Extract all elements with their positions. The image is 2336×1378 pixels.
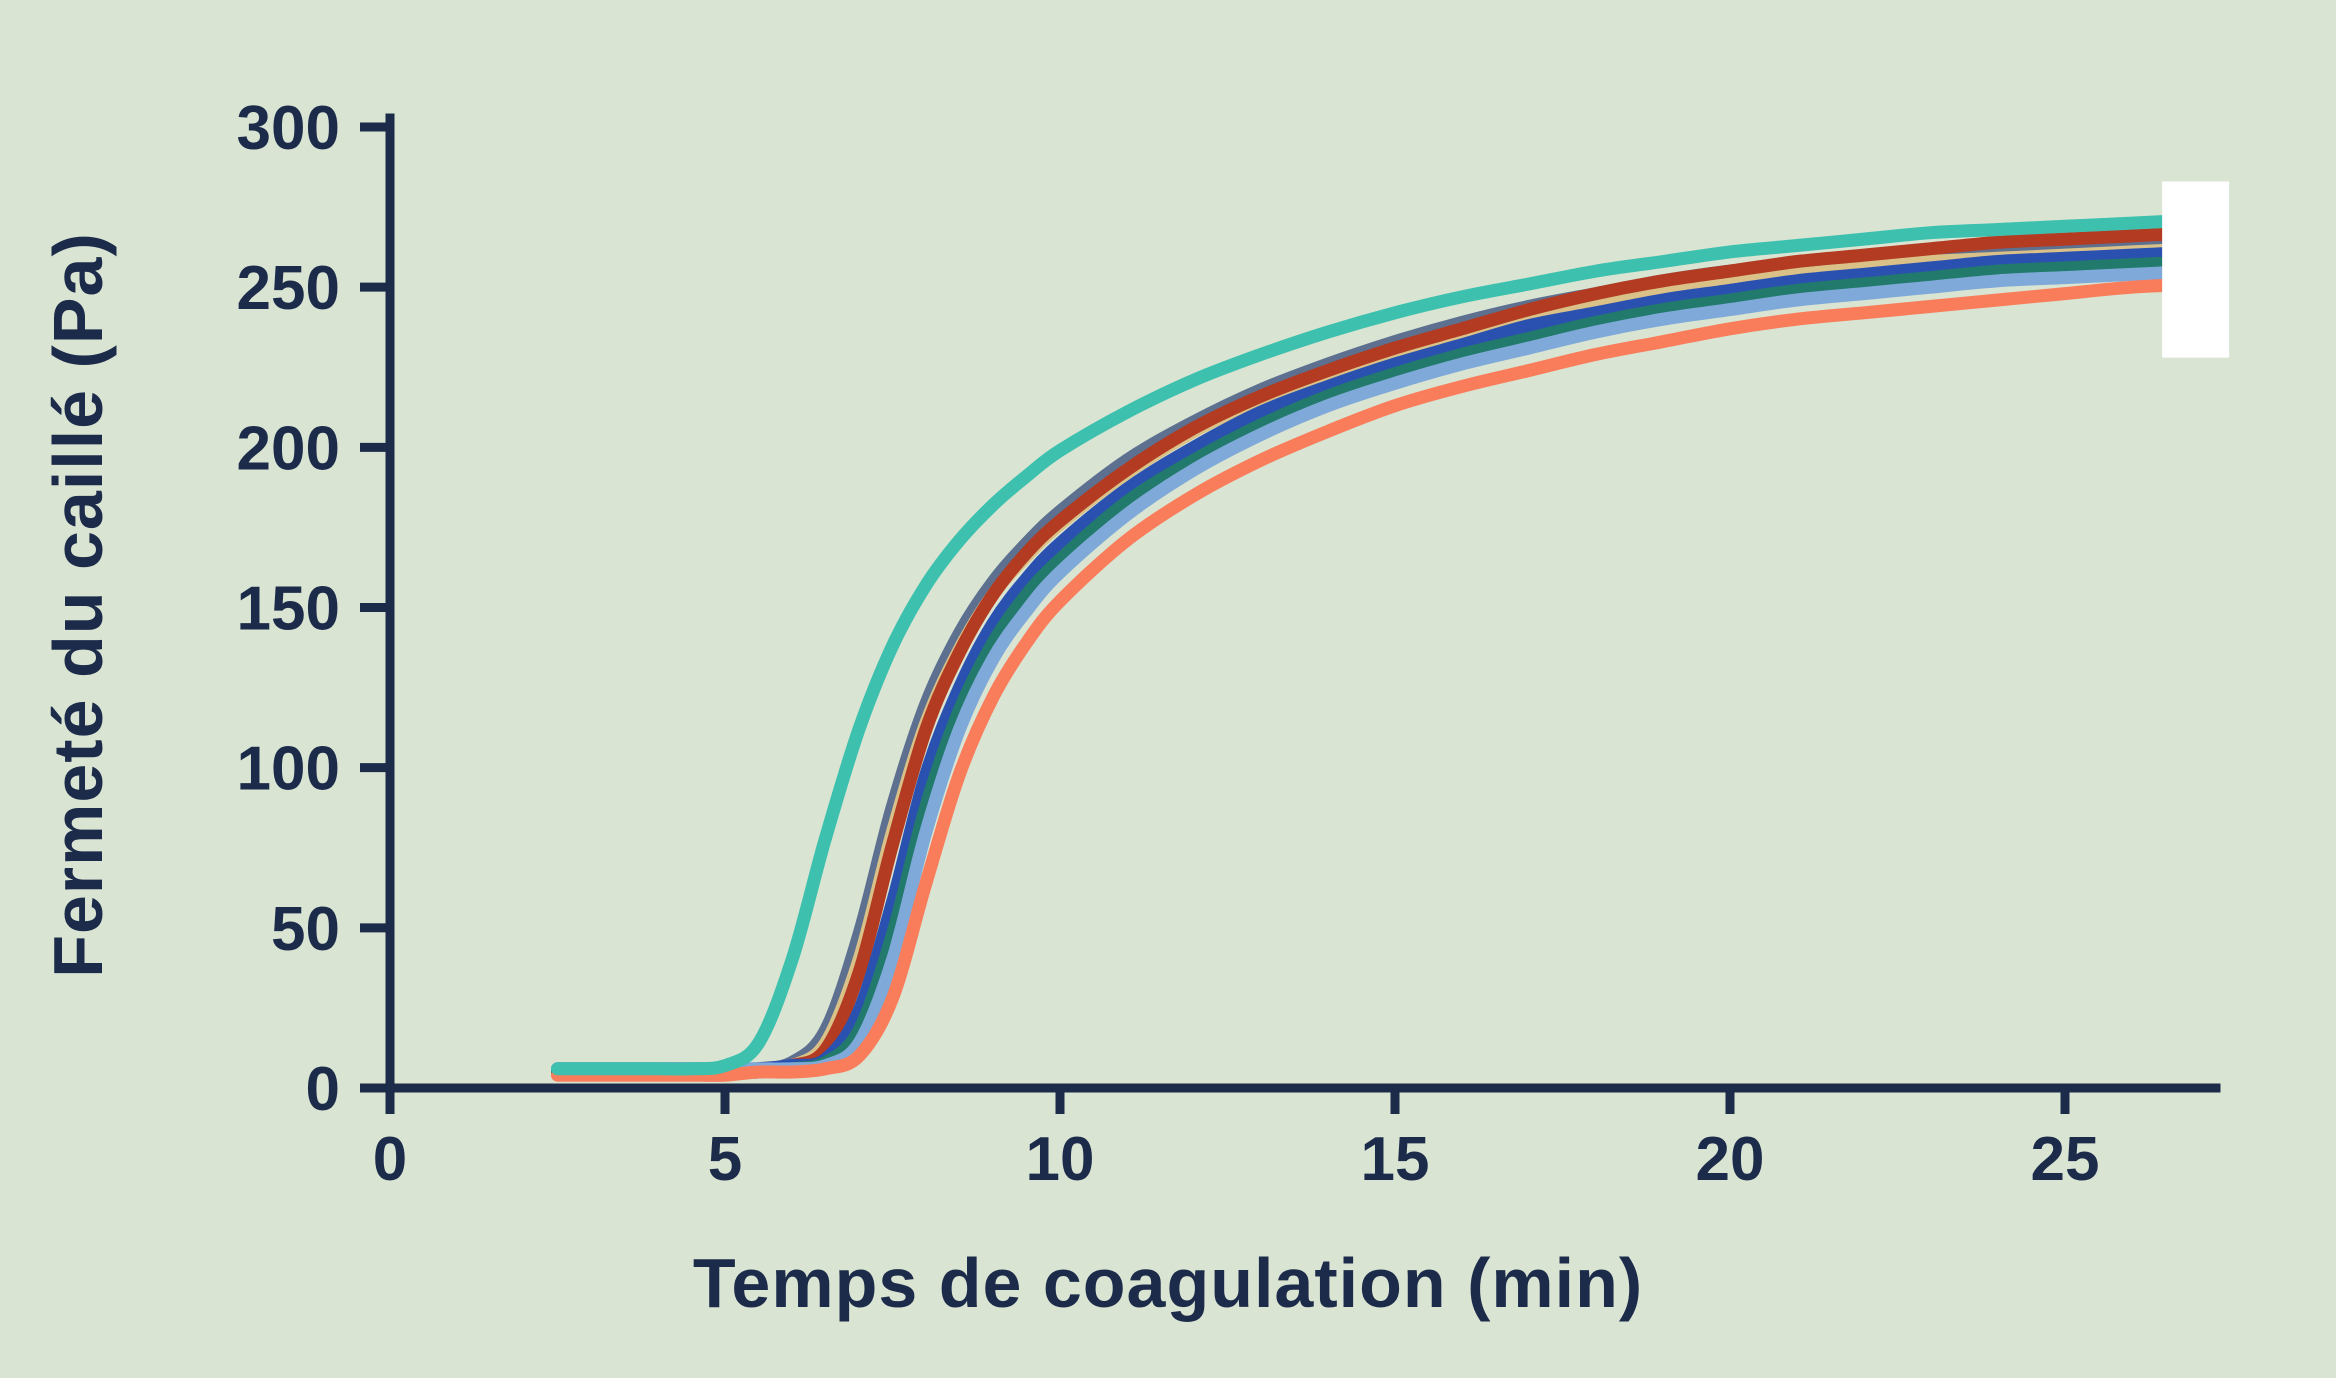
- series-courbe-brique: [551, 226, 2206, 1079]
- y-tick-label: 200: [237, 414, 340, 483]
- series-courbe-corail: [551, 277, 2206, 1082]
- x-axis-title: Temps de coagulation (min): [692, 1244, 1644, 1322]
- x-tick-label: 15: [1361, 1125, 1430, 1194]
- white-marker: [2162, 181, 2230, 358]
- y-tick-label: 300: [237, 94, 340, 163]
- y-tick-label: 100: [237, 735, 340, 804]
- x-tick-label: 10: [1026, 1125, 1095, 1194]
- series-courbe-bleu-acier: [551, 264, 2206, 1076]
- y-axis-title: Fermeté du caillé (Pa): [39, 232, 117, 978]
- y-tick-label: 0: [306, 1055, 340, 1124]
- x-tick-label: 5: [708, 1125, 742, 1194]
- y-tick-label: 250: [237, 254, 340, 323]
- series-courbe-turquoise: [551, 213, 2206, 1076]
- x-tick-label: 25: [2031, 1125, 2100, 1194]
- x-tick-label: 0: [373, 1125, 407, 1194]
- y-tick-label: 150: [237, 575, 340, 644]
- x-tick-label: 20: [1696, 1125, 1765, 1194]
- y-tick-label: 50: [271, 895, 340, 964]
